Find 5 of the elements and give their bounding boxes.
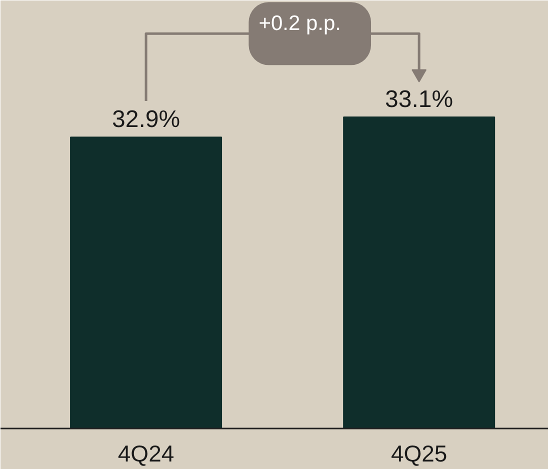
x-tick-label: 4Q25 <box>390 440 448 466</box>
x-tick-label: 4Q24 <box>118 440 174 466</box>
annotation: +0.2 p.p. <box>258 12 342 36</box>
data-label: 32.9% <box>112 106 180 134</box>
data-label: 33.1% <box>385 86 454 114</box>
